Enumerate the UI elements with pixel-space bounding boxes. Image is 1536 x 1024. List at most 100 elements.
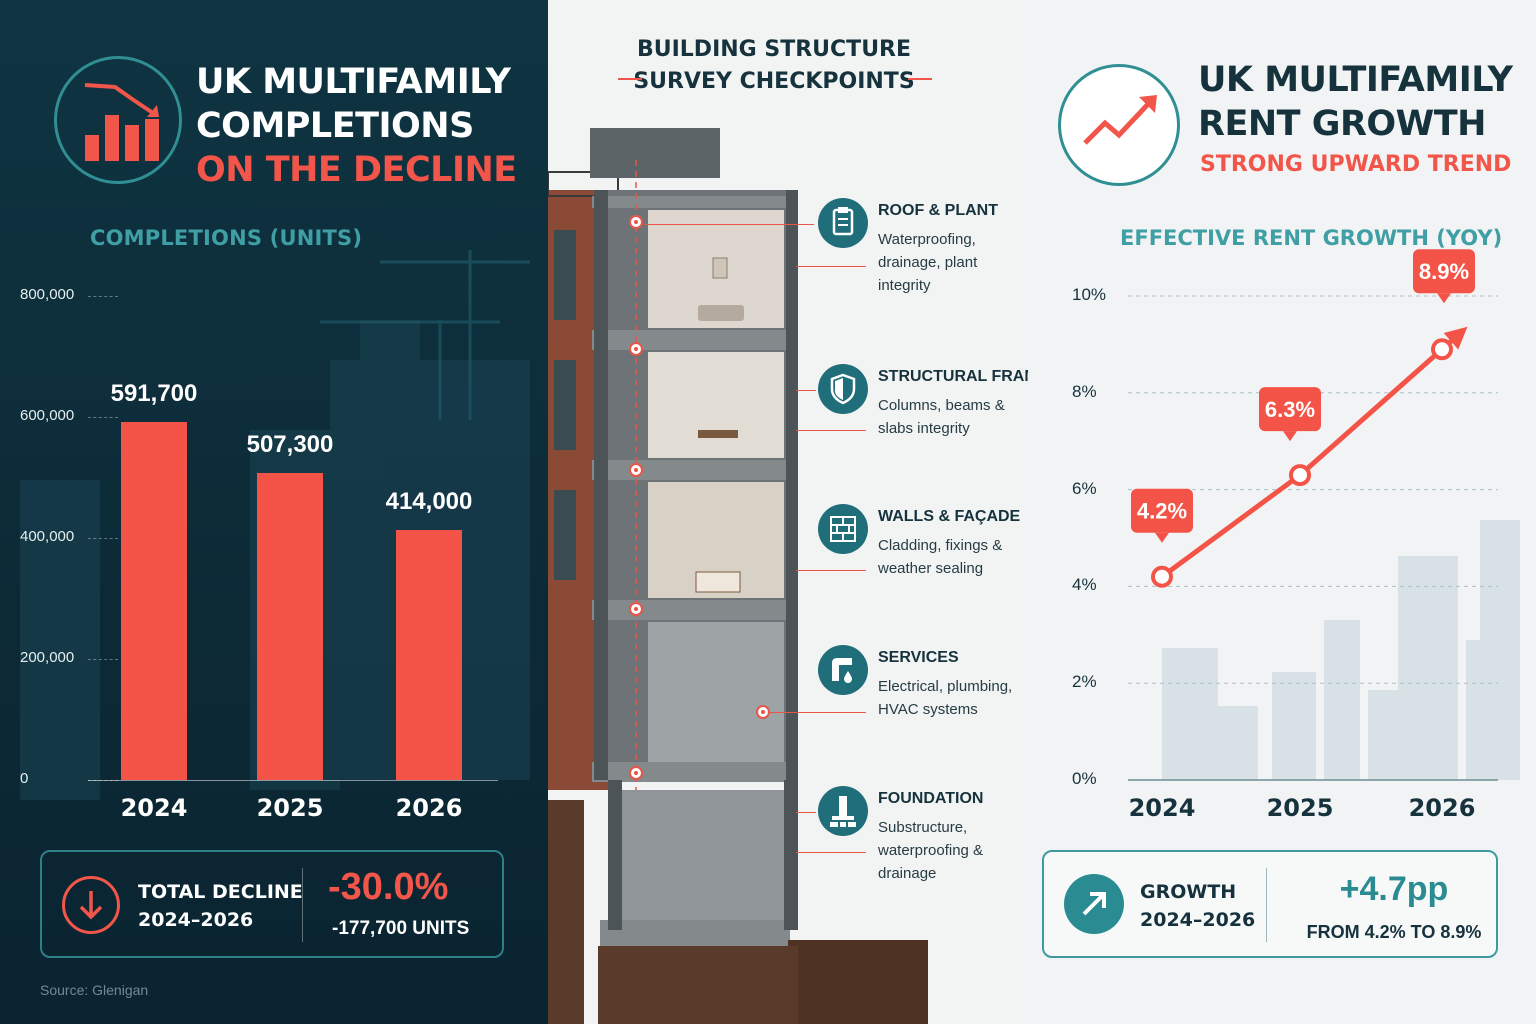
- y-axis-tick-label: 800,000: [20, 286, 75, 303]
- x-axis-tick-label: 2026: [1408, 794, 1476, 822]
- growth-points: +4.7pp: [1339, 870, 1449, 908]
- growth-summary: GROWTH 2024–2026 +4.7pp FROM 4.2% TO 8.9…: [1042, 850, 1498, 958]
- completions-chart-title: COMPLETIONS (UNITS): [90, 226, 363, 250]
- checkpoint-marker-foundation: [629, 766, 643, 780]
- x-axis-tick-label: 2024: [120, 794, 188, 822]
- checkpoint-description: Cladding, fixings & weather sealing: [878, 537, 1003, 577]
- data-point-2026: [1431, 338, 1453, 361]
- clipboard-icon: [818, 198, 868, 248]
- checkpoint-title: ROOF & PLANT: [878, 202, 998, 219]
- bar-2025: [257, 473, 323, 780]
- rent-growth-title: UK MULTIFAMILY RENT GROWTH: [1198, 60, 1513, 144]
- checkpoint-marker-services: [629, 602, 643, 616]
- checkpoint-description: Columns, beams & slabs integrity: [878, 397, 1005, 437]
- y-axis-tick-label: 8%: [1072, 381, 1097, 401]
- x-axis-tick-label: 2024: [1128, 794, 1196, 822]
- source-note: Source: Glenigan: [40, 982, 149, 998]
- connector-line: [644, 224, 814, 225]
- arrow-up-right-icon: [1064, 874, 1124, 934]
- growth-range: FROM 4.2% TO 8.9%: [1306, 922, 1482, 942]
- data-value-label: 6.3%: [1265, 397, 1315, 422]
- connector-line: [770, 712, 866, 713]
- bar-value-label: 414,000: [385, 487, 473, 515]
- trend-arrowhead: [1443, 326, 1468, 350]
- checkpoint-title: FOUNDATION: [878, 790, 984, 807]
- connector-line: [796, 390, 816, 391]
- checkpoints-title: BUILDING STRUCTURE SURVEY CHECKPOINTS: [633, 37, 915, 94]
- x-axis-tick-label: 2025: [256, 794, 324, 822]
- connector-line: [796, 852, 866, 853]
- shield-icon: [818, 364, 868, 414]
- title-rule-left: [618, 78, 642, 80]
- bar-2026: [396, 529, 462, 780]
- connector-line: [796, 812, 816, 813]
- checkpoint-marker-services-2: [756, 705, 770, 719]
- completions-title: UK MULTIFAMILY COMPLETIONS ON THE DECLIN…: [196, 62, 517, 190]
- bar-value-label: 507,300: [246, 431, 334, 459]
- data-point-2025: [1289, 464, 1311, 487]
- growth-label: GROWTH 2024–2026: [1140, 881, 1256, 931]
- x-axis-tick-label: 2025: [1266, 794, 1334, 822]
- pipe-drop-icon: [818, 645, 868, 695]
- trend-up-icon: [1058, 64, 1180, 186]
- gridline-stub: [88, 659, 118, 660]
- y-axis-tick-label: 0: [20, 770, 29, 787]
- y-axis-tick-label: 4%: [1072, 575, 1097, 595]
- data-value-label: 8.9%: [1419, 259, 1469, 284]
- y-axis-tick-label: 6%: [1072, 478, 1097, 498]
- total-decline-summary: TOTAL DECLINE 2024–2026 -30.0% -177,700 …: [40, 850, 504, 958]
- data-label-box: [1259, 387, 1321, 432]
- data-label-pointer: [1437, 293, 1451, 304]
- checkpoint-title: WALLS & FAÇADE: [878, 508, 1021, 525]
- construction-background: [20, 250, 530, 800]
- series-line: [1160, 331, 1462, 579]
- y-axis-tick-label: 600,000: [20, 407, 75, 424]
- checkpoint-description: Substructure, waterproofing & drainage: [878, 819, 984, 882]
- gridline-stub: [88, 296, 118, 297]
- decline-units: -177,700 UNITS: [332, 918, 470, 939]
- title-rule-right: [908, 78, 932, 80]
- checkpoint-marker-walls: [629, 463, 643, 477]
- x-axis-line: [88, 780, 498, 781]
- checkpoint-description: Waterproofing, drainage, plant integrity: [878, 231, 978, 294]
- gridline-stub: [88, 417, 118, 418]
- checkpoint-title: SERVICES: [878, 649, 959, 666]
- x-axis-tick-label: 2026: [395, 794, 463, 822]
- rent-growth-panel: UK MULTIFAMILY RENT GROWTH STRONG UPWARD…: [1028, 0, 1536, 1024]
- decline-label: TOTAL DECLINE 2024–2026: [138, 881, 303, 931]
- checkpoint-description: Electrical, plumbing, HVAC systems: [878, 678, 1013, 718]
- brick-wall-icon: [818, 504, 868, 554]
- y-axis-tick-label: 0%: [1072, 769, 1097, 788]
- bar-2024: [121, 422, 187, 780]
- gridline-stub: [88, 538, 118, 539]
- arrow-down-icon: [62, 876, 120, 934]
- rent-growth-chart-title: EFFECTIVE RENT GROWTH (YOY): [1120, 226, 1503, 250]
- data-point-2024: [1151, 565, 1173, 588]
- decline-percent: -30.0%: [328, 866, 449, 908]
- summary-divider: [1266, 868, 1267, 942]
- checkpoint-marker-frame: [629, 342, 643, 356]
- data-label-pointer: [1155, 532, 1169, 543]
- data-value-label: 4.2%: [1137, 499, 1187, 524]
- data-label-box: [1131, 488, 1193, 533]
- declining-bar-chart-icon: [54, 56, 182, 184]
- summary-divider: [302, 868, 303, 942]
- checkpoint-marker-roof: [629, 215, 643, 229]
- data-label-pointer: [1283, 431, 1297, 442]
- y-axis-tick-label: 10%: [1072, 285, 1107, 304]
- checkpoint-title: STRUCTURAL FRAME: [878, 368, 1028, 385]
- y-axis-tick-label: 200,000: [20, 649, 75, 666]
- line-chart-canvas: 4.2% 6.3% 8.9%: [1128, 249, 1498, 781]
- building-cross-section-illustration: [548, 128, 928, 1024]
- data-label-box: [1413, 249, 1475, 294]
- bar-value-label: 591,700: [110, 380, 198, 408]
- connector-line: [796, 570, 866, 571]
- foundation-icon: [818, 786, 868, 836]
- y-axis-tick-label: 2%: [1072, 672, 1097, 692]
- completions-panel: UK MULTIFAMILY COMPLETIONS ON THE DECLIN…: [0, 0, 548, 1024]
- y-axis-tick-label: 400,000: [20, 528, 75, 545]
- connector-line: [796, 266, 866, 267]
- city-skyline-background: [1162, 520, 1520, 780]
- rent-growth-subtitle: STRONG UPWARD TREND: [1200, 152, 1512, 177]
- connector-line: [796, 430, 866, 431]
